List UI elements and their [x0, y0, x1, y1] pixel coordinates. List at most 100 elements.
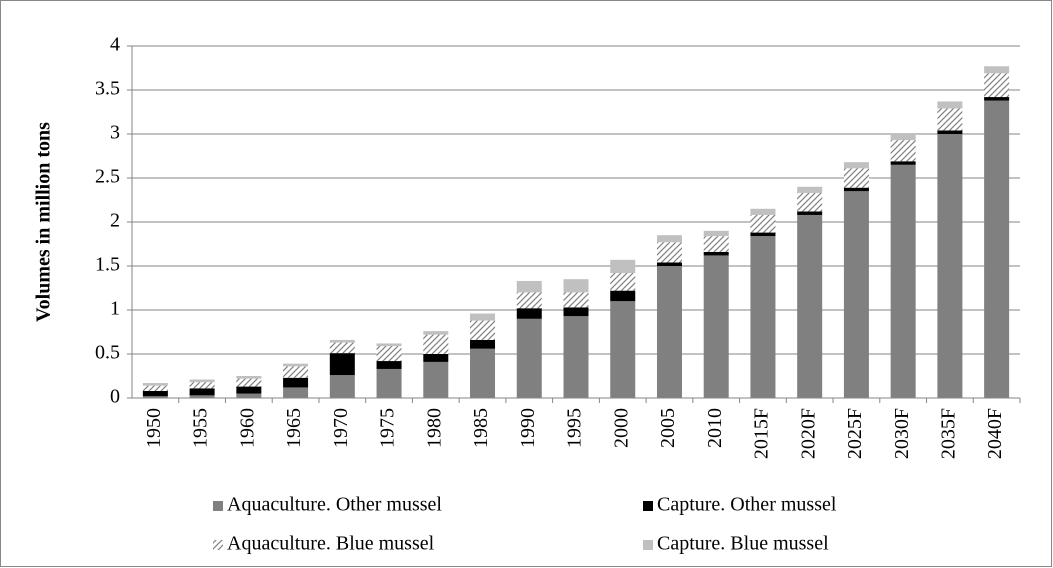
- x-tick-label: 1960: [236, 408, 258, 448]
- bar-segment: [470, 320, 496, 340]
- bar-segment: [984, 97, 1010, 101]
- bar-segment: [984, 66, 1010, 74]
- y-tick-label: 1.5: [95, 254, 120, 276]
- bar-segment: [610, 290, 636, 302]
- bar-segment: [937, 130, 963, 134]
- bar-segment: [843, 187, 869, 192]
- bar-segment: [189, 388, 215, 396]
- bar-segment: [563, 279, 589, 293]
- bar-segment: [890, 134, 916, 141]
- bar-segment: [656, 262, 682, 266]
- legend-label: Aquaculture. Blue mussel: [227, 533, 435, 555]
- x-tick-label: 2035F: [937, 408, 959, 459]
- bar-segment: [142, 390, 168, 397]
- y-tick-label: 4: [110, 34, 120, 56]
- bar-segment: [329, 342, 355, 354]
- x-tick-label: 1955: [190, 408, 212, 448]
- bar-segment: [329, 339, 355, 343]
- x-tick-label: 1995: [564, 408, 586, 448]
- bar-segment: [283, 387, 309, 398]
- bar-segment: [797, 211, 823, 215]
- bar-segment: [750, 214, 776, 233]
- bar-segment: [236, 393, 262, 398]
- x-tick-label: 2040F: [984, 408, 1006, 459]
- bar-segment: [656, 235, 682, 243]
- bar-segment: [423, 331, 449, 335]
- bar-segment: [843, 191, 869, 398]
- x-tick-label: 2005: [657, 408, 679, 448]
- bar-segment: [563, 307, 589, 317]
- bar-segment: [750, 236, 776, 398]
- y-tick-label: 0.5: [95, 342, 120, 364]
- x-tick-label: 2030F: [891, 408, 913, 459]
- bar-segment: [843, 162, 869, 169]
- bar-segment: [656, 242, 682, 263]
- bar-segment: [610, 301, 636, 398]
- legend-label: Capture. Other mussel: [657, 494, 837, 516]
- bar-segment: [470, 313, 496, 321]
- bar-segment: [703, 255, 729, 398]
- bar-segment: [984, 73, 1010, 98]
- bar-segment: [236, 386, 262, 394]
- x-tick-label: 2010: [704, 408, 726, 448]
- y-tick-label: 1: [110, 298, 120, 320]
- bar-segment: [516, 318, 542, 398]
- bar-segment: [329, 353, 355, 376]
- bar-segment: [703, 236, 729, 252]
- bar-segment: [376, 361, 402, 369]
- bar-segment: [470, 339, 496, 349]
- bar-segment: [703, 230, 729, 237]
- bar-segment: [189, 382, 215, 389]
- bar-segment: [423, 354, 449, 362]
- bar-segment: [189, 395, 215, 398]
- bar-segment: [376, 346, 402, 362]
- bar-segment: [283, 366, 309, 378]
- bar-segment: [797, 192, 823, 212]
- bar-segment: [937, 108, 963, 131]
- bar-segment: [329, 375, 355, 398]
- legend-label: Aquaculture. Other mussel: [227, 494, 442, 516]
- bar-segment: [563, 316, 589, 398]
- legend-swatch: [213, 540, 223, 550]
- x-tick-label: 1975: [377, 408, 399, 448]
- y-tick-label: 3: [110, 122, 120, 144]
- bar-segment: [142, 396, 168, 398]
- x-tick-label: 2025F: [844, 408, 866, 459]
- y-tick-label: 2: [110, 210, 120, 232]
- x-tick-label: 2015F: [751, 408, 773, 459]
- x-tick-label: 2020F: [797, 408, 819, 459]
- bar-segment: [283, 377, 309, 388]
- legend-swatch: [213, 501, 223, 511]
- bar-segment: [937, 101, 963, 109]
- bar-segment: [890, 164, 916, 398]
- bar-segment: [516, 292, 542, 309]
- bar-segment: [236, 378, 262, 387]
- x-tick-label: 2000: [610, 408, 632, 448]
- bar-segment: [376, 343, 402, 347]
- y-tick-label: 3.5: [95, 78, 120, 100]
- bar-segment: [610, 259, 636, 274]
- x-tick-label: 1970: [330, 408, 352, 448]
- legend-swatch: [643, 501, 653, 511]
- bar-segment: [516, 308, 542, 319]
- bar-segment: [984, 100, 1010, 398]
- bar-segment: [283, 363, 309, 367]
- bar-segment: [937, 134, 963, 398]
- bar-segment: [470, 348, 496, 398]
- bar-segment: [703, 251, 729, 256]
- bar-segment: [750, 232, 776, 237]
- x-tick-label: 1985: [470, 408, 492, 448]
- x-tick-label: 1965: [283, 408, 305, 448]
- bar-segment: [563, 292, 589, 308]
- y-tick-label: 2.5: [95, 166, 120, 188]
- bar-segment: [890, 161, 916, 165]
- bar-segment: [750, 208, 776, 215]
- bar-segment: [423, 334, 449, 354]
- bar-segment: [516, 280, 542, 293]
- y-tick-label: 0: [110, 386, 120, 408]
- bar-segment: [142, 385, 168, 391]
- bar-segment: [890, 140, 916, 162]
- bar-segment: [797, 186, 823, 193]
